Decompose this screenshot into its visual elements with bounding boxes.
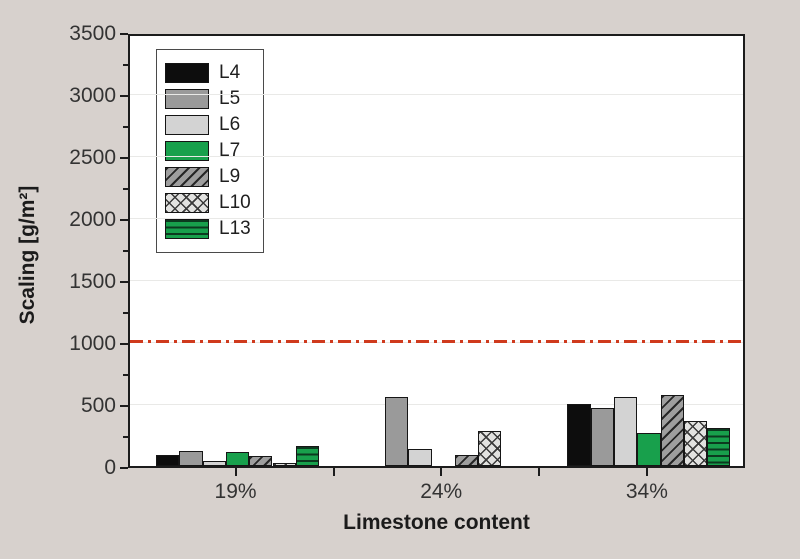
y-tick-label-2500: 2500 bbox=[69, 146, 116, 169]
bar-L4-34% bbox=[567, 404, 591, 466]
y-minor-tick-2250 bbox=[123, 188, 128, 190]
gridline-2000 bbox=[130, 218, 743, 219]
legend-label-L6: L6 bbox=[219, 114, 241, 135]
legend-swatch-L10 bbox=[165, 193, 209, 213]
y-axis-title: Scaling [g/m²] bbox=[16, 185, 39, 325]
legend-item-L4: L4 bbox=[165, 62, 251, 83]
x-tick-label-24%: 24% bbox=[420, 480, 463, 503]
y-tick-label-1000: 1000 bbox=[69, 332, 116, 355]
bar-L13-34% bbox=[707, 427, 731, 466]
legend-item-L9: L9 bbox=[165, 166, 251, 187]
bar-L6-24% bbox=[408, 448, 432, 466]
bar-L6-34% bbox=[613, 396, 638, 466]
legend-label-L10: L10 bbox=[219, 192, 251, 213]
bar-L7-34% bbox=[637, 432, 661, 466]
x-boundary-tick-2 bbox=[538, 468, 541, 476]
bar-L10-19% bbox=[272, 462, 296, 466]
bar-L9-24% bbox=[454, 454, 479, 466]
bar-L4-19% bbox=[156, 454, 180, 466]
x-axis-title: Limestone content bbox=[343, 511, 530, 534]
bar-L13-19% bbox=[295, 446, 320, 466]
x-tick-34% bbox=[645, 468, 648, 476]
y-tick-2500 bbox=[120, 157, 128, 159]
legend-swatch-L9 bbox=[165, 167, 209, 187]
bar-L5-24% bbox=[384, 396, 409, 466]
bar-L7-19% bbox=[225, 452, 250, 466]
y-tick-1500 bbox=[120, 281, 128, 283]
legend-item-L13: L13 bbox=[165, 218, 251, 239]
y-minor-tick-250 bbox=[123, 436, 128, 438]
bar-L9-34% bbox=[660, 395, 684, 466]
legend-item-L7: L7 bbox=[165, 140, 251, 161]
x-tick-19% bbox=[234, 468, 237, 476]
legend-label-L5: L5 bbox=[219, 88, 241, 109]
x-tick-label-34%: 34% bbox=[625, 480, 668, 503]
bar-L6-19% bbox=[202, 461, 226, 466]
y-tick-label-1500: 1500 bbox=[69, 270, 116, 293]
plot-area: L4 L5 L6 L7 L9 L10 L13 bbox=[128, 34, 745, 468]
y-tick-label-0: 0 bbox=[104, 456, 116, 479]
y-minor-tick-1250 bbox=[123, 312, 128, 314]
bar-L5-19% bbox=[179, 451, 203, 466]
legend-swatch-L7 bbox=[165, 141, 209, 161]
gridline-1500 bbox=[130, 280, 743, 281]
bar-L5-34% bbox=[590, 407, 614, 466]
legend-item-L10: L10 bbox=[165, 192, 251, 213]
y-minor-tick-2750 bbox=[123, 126, 128, 128]
y-tick-label-500: 500 bbox=[80, 394, 116, 417]
legend-swatch-L13 bbox=[165, 219, 209, 239]
y-tick-label-2000: 2000 bbox=[69, 208, 116, 231]
legend-label-L13: L13 bbox=[219, 218, 251, 239]
bar-L10-34% bbox=[683, 420, 708, 466]
y-tick-1000 bbox=[120, 343, 128, 345]
x-tick-label-19%: 19% bbox=[214, 480, 257, 503]
legend-swatch-L4 bbox=[165, 63, 209, 83]
y-minor-tick-1750 bbox=[123, 250, 128, 252]
y-tick-label-3500: 3500 bbox=[69, 22, 116, 45]
legend-label-L7: L7 bbox=[219, 140, 241, 161]
x-tick-24% bbox=[440, 468, 443, 476]
legend: L4 L5 L6 L7 L9 L10 L13 bbox=[156, 49, 264, 253]
legend-label-L4: L4 bbox=[219, 62, 241, 83]
x-boundary-tick-1 bbox=[332, 468, 335, 476]
y-tick-label-3000: 3000 bbox=[69, 84, 116, 107]
y-tick-2000 bbox=[120, 219, 128, 221]
legend-item-L6: L6 bbox=[165, 114, 251, 135]
y-tick-3500 bbox=[120, 33, 128, 35]
legend-swatch-L6 bbox=[165, 115, 209, 135]
y-tick-500 bbox=[120, 405, 128, 407]
gridline-500 bbox=[130, 404, 743, 405]
y-tick-3000 bbox=[120, 95, 128, 97]
y-minor-tick-3250 bbox=[123, 64, 128, 66]
bar-L9-19% bbox=[249, 456, 273, 466]
legend-label-L9: L9 bbox=[219, 166, 241, 187]
y-minor-tick-750 bbox=[123, 374, 128, 376]
y-tick-0 bbox=[120, 467, 128, 469]
legend-swatch-L5 bbox=[165, 89, 209, 109]
gridline-3000 bbox=[130, 94, 743, 95]
legend-item-L5: L5 bbox=[165, 88, 251, 109]
gridline-2500 bbox=[130, 156, 743, 157]
reference-line-1000 bbox=[130, 340, 743, 343]
bar-L10-24% bbox=[478, 431, 502, 466]
